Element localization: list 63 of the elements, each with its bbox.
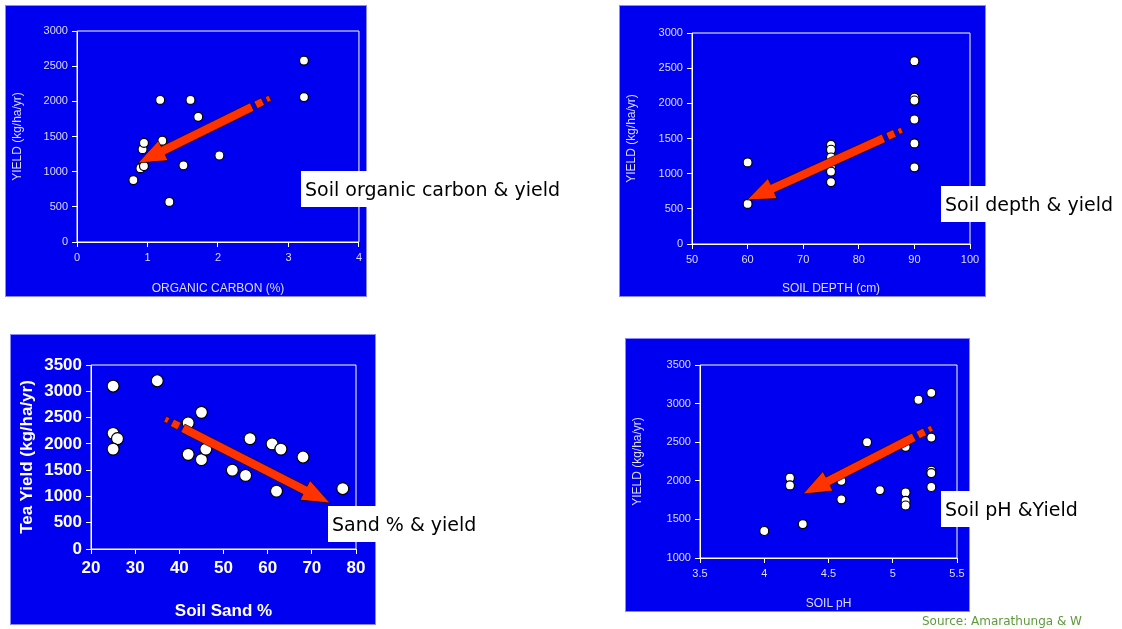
x-tick-label: 1 [144, 250, 151, 263]
x-tick-label: 3 [285, 250, 292, 263]
x-tick-label: 40 [169, 557, 189, 577]
x-tick-label: 100 [960, 252, 980, 265]
y-tick-label: 0 [61, 235, 68, 248]
x-tick-label: 20 [81, 557, 101, 577]
annotation: Sand % & yield [328, 506, 481, 542]
y-tick-label: 1500 [44, 459, 82, 479]
y-tick-label: 500 [664, 201, 683, 214]
y-axis-title: YIELD (kg/ha/yr) [9, 92, 24, 181]
y-tick-label: 2500 [658, 61, 683, 74]
y-tick-label: 1500 [43, 129, 68, 142]
y-tick-label: 500 [53, 512, 82, 532]
y-tick-label: 2500 [44, 407, 82, 427]
x-tick-label: 70 [302, 557, 322, 577]
y-axis-title: YIELD (kg/ha/yr) [629, 417, 644, 506]
y-tick-label: 1500 [666, 512, 691, 525]
y-tick-label: 1000 [658, 166, 683, 179]
annotation: Soil pH &Yield [941, 491, 1082, 527]
y-tick-label: 2000 [43, 94, 68, 107]
y-tick-label: 1000 [44, 486, 82, 506]
x-axis-title: Soil Sand % [174, 601, 273, 621]
x-tick-label: 60 [741, 252, 754, 265]
annotation: Soil organic carbon & yield [301, 171, 564, 207]
x-tick-label: 80 [852, 252, 865, 265]
y-tick-label: 2000 [44, 433, 82, 453]
y-tick-label: 3000 [666, 396, 691, 409]
x-axis-title: ORGANIC CARBON (%) [151, 281, 285, 296]
x-tick-label: 5 [889, 566, 896, 579]
x-tick-label: 4 [355, 250, 362, 263]
y-tick-label: 2000 [666, 473, 691, 486]
y-tick-label: 3500 [44, 354, 82, 374]
x-tick-label: 4.5 [820, 566, 837, 579]
y-axis-title: YIELD (kg/ha/yr) [623, 94, 638, 183]
source-note: Source: Amarathunga & W [922, 614, 1082, 628]
y-tick-label: 3000 [658, 26, 683, 39]
x-tick-label: 30 [125, 557, 145, 577]
y-tick-label: 500 [49, 199, 68, 212]
annotation: Soil depth & yield [941, 186, 1118, 222]
x-tick-label: 80 [346, 557, 366, 577]
x-tick-label: 60 [258, 557, 278, 577]
y-tick-label: 1000 [43, 164, 68, 177]
x-tick-label: 50 [214, 557, 233, 577]
y-tick-label: 2500 [43, 59, 68, 72]
x-tick-label: 5.5 [949, 566, 965, 579]
y-tick-label: 3000 [43, 24, 68, 37]
x-tick-label: 2 [214, 250, 222, 263]
y-tick-label: 1000 [666, 551, 691, 564]
y-tick-label: 3000 [44, 380, 82, 400]
x-axis-title: SOIL DEPTH (cm) [781, 281, 881, 296]
x-tick-label: 70 [797, 252, 810, 265]
y-tick-label: 2000 [658, 96, 683, 109]
y-axis-title: Tea Yield (kg/ha/yr) [16, 380, 36, 534]
x-tick-label: 3.5 [692, 566, 708, 579]
y-tick-label: 0 [72, 538, 82, 558]
y-tick-label: 3500 [666, 358, 691, 371]
y-tick-label: 0 [676, 237, 683, 250]
x-tick-label: 50 [685, 252, 699, 265]
x-axis-title: SOIL pH [805, 596, 852, 611]
x-tick-label: 90 [908, 252, 921, 265]
y-tick-label: 2500 [666, 435, 691, 448]
y-tick-label: 1500 [658, 131, 683, 144]
x-tick-label: 4 [761, 566, 768, 579]
